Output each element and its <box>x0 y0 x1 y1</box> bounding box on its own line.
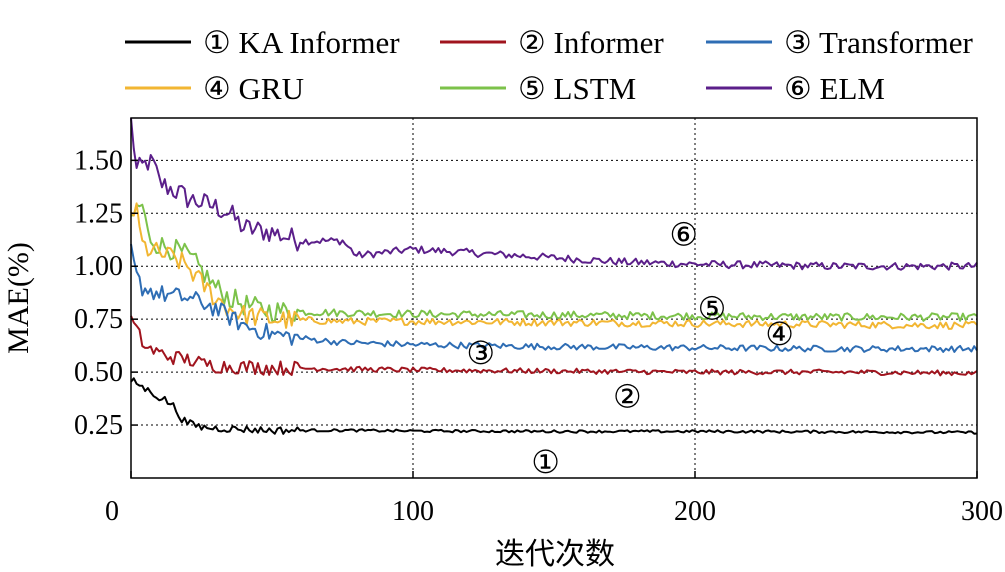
series-line-4 <box>130 202 978 330</box>
legend-label-6: ⑥ ELM <box>784 71 885 106</box>
series-line-5 <box>130 203 978 323</box>
legend-label-4: ④ GRU <box>203 71 304 106</box>
y-tick-label: 0.25 <box>74 410 123 441</box>
series-annotation-5: ⑤ <box>698 290 727 328</box>
series-annotation-2: ② <box>613 377 642 415</box>
x-tick-label: 0 <box>105 496 119 527</box>
series-annotation-4: ④ <box>765 315 794 353</box>
series-annotation-6: ⑥ <box>669 215 698 253</box>
plot-frame <box>130 117 978 479</box>
y-tick-label: 1.50 <box>74 145 123 176</box>
legend-label-2: ② Informer <box>518 25 664 60</box>
x-axis-label: 迭代次数 <box>495 537 615 572</box>
y-tick-label: 0.75 <box>74 304 123 335</box>
y-axis-label: MAE(%) <box>2 242 35 354</box>
x-tick-label: 200 <box>674 496 716 527</box>
legend-label-5: ⑤ LSTM <box>518 71 636 106</box>
series-line-2 <box>130 315 978 377</box>
y-tick-label: 1.25 <box>74 198 123 229</box>
y-tick-label: 0.50 <box>74 357 123 388</box>
series-line-1 <box>130 377 978 435</box>
series-annotation-3: ③ <box>466 334 495 372</box>
series-line-6 <box>130 117 978 271</box>
x-tick-label: 300 <box>961 496 1003 527</box>
series-line-3 <box>130 243 978 353</box>
y-tick-label: 1.00 <box>74 251 123 282</box>
legend-label-1: ① KA Informer <box>203 25 400 60</box>
legend-label-3: ③ Transformer <box>784 25 973 60</box>
x-tick-label: 100 <box>392 496 434 527</box>
series-annotation-1: ① <box>531 443 560 481</box>
